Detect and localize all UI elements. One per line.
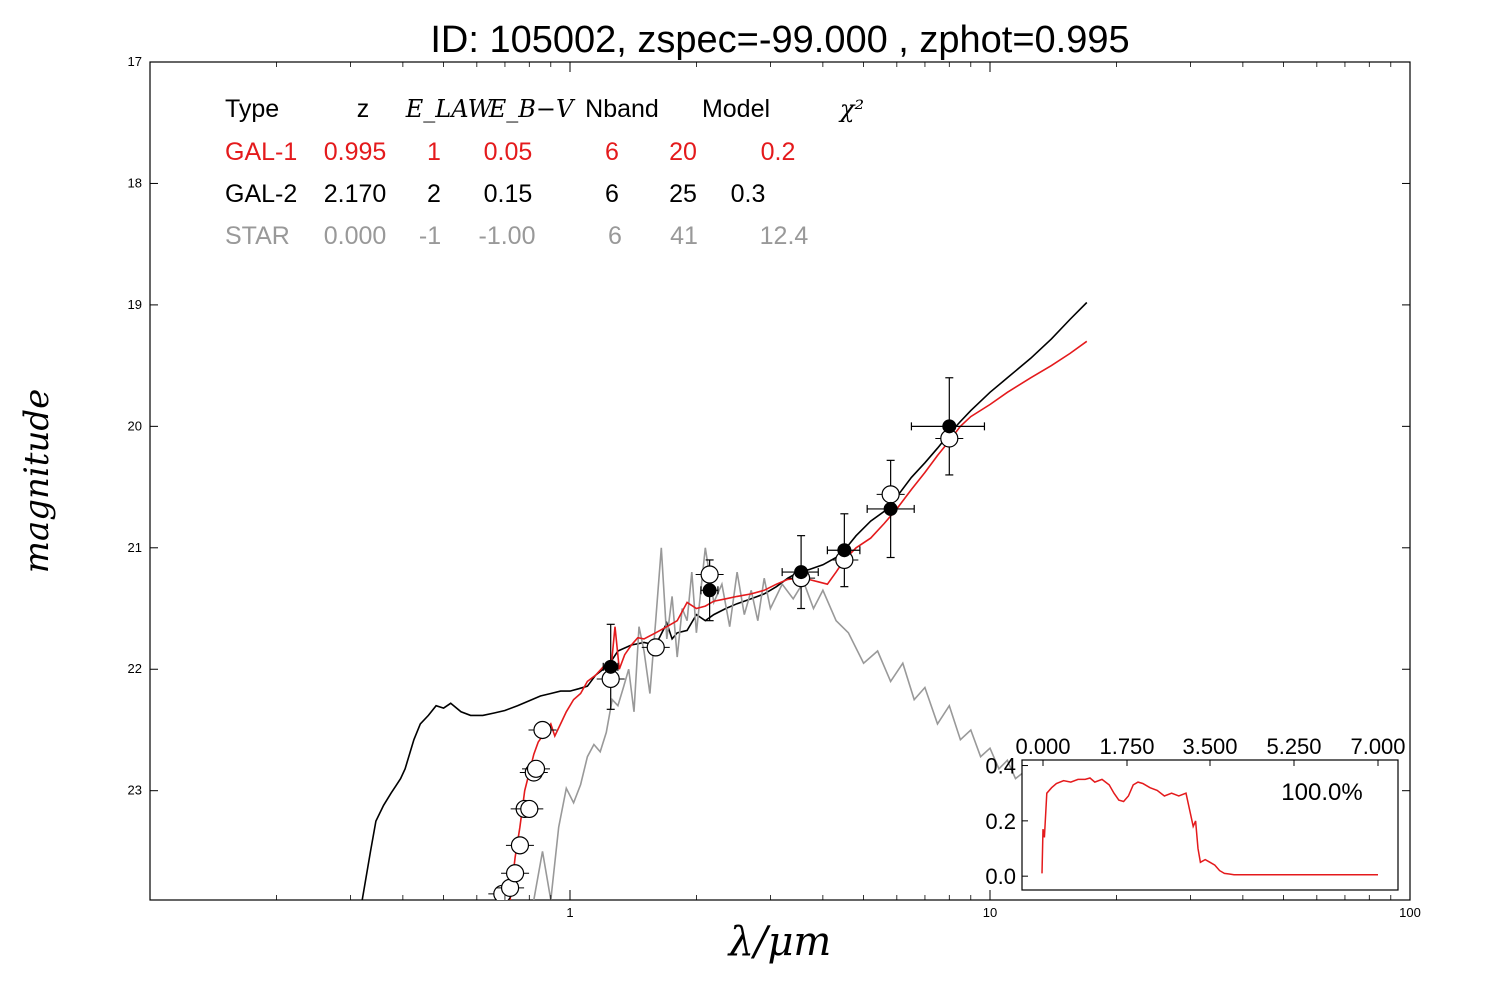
series-line-star	[533, 547, 1024, 900]
inset-x-tick-label: 1.750	[1099, 734, 1154, 759]
legend-cell-gal1: 0.995	[324, 138, 387, 166]
y-tick-label: 18	[128, 175, 142, 190]
observed-point	[702, 583, 717, 598]
legend-cell-gal1: 1	[427, 138, 441, 166]
legend-cell-gal2: 25	[669, 180, 697, 208]
inset-x-tick-label: 3.500	[1182, 734, 1237, 759]
x-tick-label: 10	[983, 905, 997, 920]
legend-cell-star: -1.00	[479, 222, 536, 250]
legend-header-cell: Model	[702, 95, 770, 123]
y-tick-label: 22	[128, 661, 142, 676]
legend-cell-star: 6	[608, 222, 622, 250]
legend-cell-gal1: 0.2	[761, 138, 796, 166]
inset-frame	[1021, 759, 1399, 891]
y-tick-label: 21	[128, 540, 142, 555]
observed-point	[603, 659, 618, 674]
model-point-open	[510, 836, 530, 855]
legend-header-cell: z	[357, 95, 370, 123]
inset-series-line-gal1	[1041, 777, 1378, 876]
legend-header-cell: E_B−V	[488, 95, 576, 123]
series-line-gal2	[361, 301, 1088, 900]
legend-cell-gal1: 20	[669, 138, 697, 166]
inset-annotation: 100.0%	[1281, 779, 1362, 806]
model-point-open	[533, 720, 552, 740]
legend-header-cell: E_LAW	[405, 95, 495, 123]
inset-y-tick-label: 0.4	[985, 754, 1016, 779]
legend-cell-gal2: 6	[605, 180, 619, 208]
model-point-open	[700, 565, 719, 584]
legend-cell-star: STAR	[225, 222, 290, 250]
y-tick-label: 19	[128, 297, 142, 312]
legend-cell-gal2: 0.3	[731, 180, 766, 208]
inset-y-tick-label: 0.2	[985, 809, 1016, 834]
observed-point	[794, 565, 809, 580]
legend-cell-gal2: 2	[427, 180, 441, 208]
x-tick-label: 1	[566, 905, 573, 920]
main-plot-frame	[149, 61, 1411, 901]
y-axis-label: magnitude	[17, 389, 57, 574]
y-tick-label: 20	[128, 418, 142, 433]
legend-cell-star: 41	[670, 222, 698, 250]
legend-cell-gal2: GAL-2	[225, 180, 297, 208]
inset-x-tick-label: 0.000	[1015, 734, 1070, 759]
legend-header-cell: Nband	[585, 95, 659, 123]
legend-cell-gal2: 0.15	[484, 180, 533, 208]
legend-cell-star: 12.4	[760, 222, 809, 250]
legend-cell-gal2: 2.170	[324, 180, 387, 208]
observed-point	[837, 543, 852, 558]
inset-x-tick-label: 7.000	[1350, 734, 1405, 759]
legend-cell-gal1: GAL-1	[225, 138, 297, 166]
model-point-open	[520, 799, 539, 819]
model-point-open	[646, 638, 665, 657]
legend-header-cell: Type	[225, 95, 279, 123]
legend-cell-star: 0.000	[324, 222, 387, 250]
x-axis-label: λ/μm	[727, 919, 832, 965]
series-line-gal1	[509, 340, 1088, 900]
legend-cell-star: -1	[419, 222, 441, 250]
y-tick-label: 23	[128, 783, 142, 798]
legend-cell-gal1: 0.05	[484, 138, 533, 166]
inset-y-tick-label: 0.0	[985, 864, 1016, 889]
model-point-open	[526, 759, 546, 778]
legend-header-cell: χ²	[838, 95, 864, 123]
legend-cell-gal1: 6	[605, 138, 619, 166]
y-tick-label: 17	[128, 54, 142, 69]
model-point-open	[505, 864, 525, 883]
observed-point	[883, 501, 898, 516]
chart-title: ID: 105002, zspec=-99.000 , zphot=0.995	[430, 19, 1129, 61]
observed-point	[942, 419, 957, 434]
inset-x-tick-label: 5.250	[1266, 734, 1321, 759]
model-point-open	[881, 485, 900, 504]
x-tick-label: 100	[1399, 905, 1421, 920]
